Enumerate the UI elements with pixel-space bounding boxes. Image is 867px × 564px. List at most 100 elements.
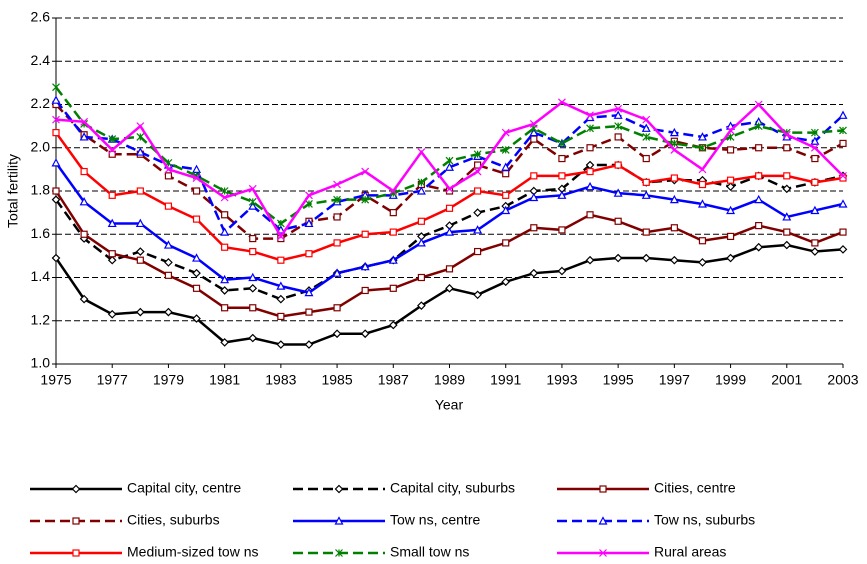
marker: [361, 230, 369, 238]
marker: [72, 517, 80, 525]
marker: [107, 218, 117, 228]
marker: [669, 194, 679, 204]
marker: [135, 307, 145, 317]
marker: [72, 549, 80, 557]
marker: [445, 283, 454, 293]
line: [54, 131, 844, 262]
marker: [333, 195, 341, 204]
marker: [474, 187, 482, 195]
marker: [473, 208, 482, 217]
marker: [192, 284, 201, 292]
marker: [332, 329, 342, 339]
marker: [641, 253, 651, 263]
marker: [698, 165, 707, 174]
marker: [698, 258, 707, 267]
marker: [613, 253, 623, 263]
marker: [501, 145, 510, 154]
marker: [474, 161, 482, 169]
marker: [249, 247, 257, 256]
marker: [557, 190, 567, 199]
marker: [811, 154, 819, 163]
marker: [192, 215, 201, 223]
legend-label: Capital city, centre: [127, 480, 241, 496]
x-tick-label: 1995: [603, 372, 634, 388]
marker: [755, 222, 763, 230]
marker: [783, 144, 791, 152]
marker: [614, 133, 622, 141]
x-axis-label: Year: [435, 397, 464, 413]
marker: [558, 139, 566, 148]
marker: [782, 212, 792, 221]
marker: [79, 132, 89, 141]
marker: [221, 243, 229, 251]
marker: [726, 126, 735, 135]
marker: [726, 182, 735, 192]
marker: [783, 228, 791, 236]
marker: [361, 195, 370, 204]
series: [52, 187, 847, 321]
legend-item: Tow ns, suburbs: [557, 512, 755, 528]
marker: [79, 294, 89, 304]
x-tick-label: 1991: [490, 372, 521, 388]
marker: [754, 100, 763, 109]
marker: [334, 484, 344, 494]
marker: [557, 266, 567, 276]
marker: [276, 294, 286, 304]
y-tick-label: 1.4: [31, 268, 51, 284]
marker: [360, 261, 370, 271]
marker: [502, 239, 510, 247]
x-tick-label: 1993: [546, 372, 577, 388]
marker: [220, 338, 229, 347]
marker: [248, 184, 257, 193]
marker: [192, 253, 202, 262]
marker: [782, 130, 791, 139]
legend-label: Tow ns, centre: [390, 512, 480, 528]
marker: [558, 172, 566, 180]
marker: [810, 205, 820, 215]
marker: [389, 284, 397, 292]
marker: [782, 240, 792, 250]
marker: [811, 178, 819, 186]
marker: [80, 167, 88, 176]
marker: [530, 135, 538, 143]
marker: [839, 126, 847, 135]
marker: [51, 95, 61, 104]
marker: [248, 272, 258, 282]
legend-label: Rural areas: [654, 544, 726, 560]
marker: [221, 211, 229, 219]
marker: [613, 110, 623, 119]
series: [51, 158, 848, 297]
x-tick-label: 1997: [659, 372, 690, 388]
marker: [501, 128, 510, 137]
marker: [697, 199, 707, 208]
marker: [164, 258, 173, 267]
marker: [249, 304, 257, 312]
marker: [642, 115, 651, 124]
marker: [107, 255, 117, 265]
marker: [416, 186, 426, 195]
marker: [248, 283, 258, 293]
marker: [305, 200, 313, 208]
legend-item: Small tow ns: [293, 544, 469, 560]
y-tick-label: 1.8: [31, 182, 51, 198]
marker: [108, 145, 117, 154]
marker: [810, 128, 819, 137]
marker: [51, 195, 61, 204]
marker: [445, 184, 454, 193]
x-tick-label: 1977: [97, 372, 128, 388]
marker: [444, 162, 455, 171]
marker: [192, 314, 201, 323]
marker: [164, 271, 173, 279]
marker: [530, 172, 538, 180]
marker: [304, 287, 314, 297]
marker: [641, 123, 651, 132]
marker: [586, 144, 594, 152]
marker: [333, 304, 341, 312]
marker: [529, 120, 538, 128]
marker: [586, 167, 594, 176]
marker: [502, 191, 510, 199]
series: [51, 240, 848, 349]
marker: [811, 239, 819, 247]
marker: [599, 549, 607, 557]
marker: [51, 158, 61, 167]
